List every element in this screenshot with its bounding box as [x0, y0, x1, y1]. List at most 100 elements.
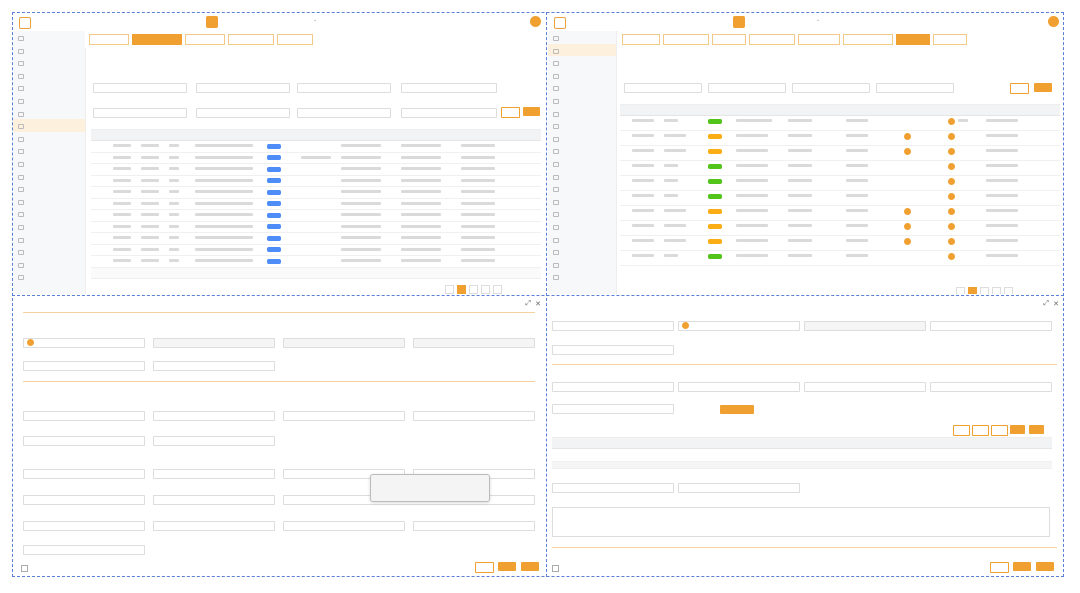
- table-tool-button[interactable]: [953, 425, 970, 436]
- page-button[interactable]: [992, 287, 1001, 294]
- form-date-input[interactable]: [930, 321, 1052, 331]
- close-icon[interactable]: ✕: [1053, 301, 1059, 308]
- sidebar-item[interactable]: [13, 44, 85, 57]
- table-row[interactable]: [620, 191, 1060, 206]
- tab[interactable]: [277, 34, 313, 45]
- form-select[interactable]: [804, 382, 926, 392]
- table-row[interactable]: [91, 210, 541, 222]
- tab[interactable]: [622, 34, 660, 45]
- table-row[interactable]: [620, 236, 1060, 251]
- sidebar-item[interactable]: [13, 31, 85, 44]
- sidebar-item[interactable]: [13, 207, 85, 220]
- sidebar-item[interactable]: [13, 94, 85, 107]
- filter-input[interactable]: [196, 83, 290, 93]
- cancel-button[interactable]: [475, 562, 494, 573]
- table-tool-button[interactable]: [1010, 425, 1025, 434]
- table-row[interactable]: [91, 233, 541, 245]
- select-product-button[interactable]: [720, 405, 754, 414]
- form-date-input[interactable]: [552, 483, 674, 493]
- sidebar-item[interactable]: [548, 207, 616, 220]
- form-input[interactable]: [552, 345, 674, 355]
- page-button-active[interactable]: [968, 287, 977, 294]
- form-input[interactable]: [23, 545, 145, 555]
- table-row[interactable]: [91, 245, 541, 256]
- table-row[interactable]: [91, 256, 541, 268]
- form-input[interactable]: [283, 411, 405, 421]
- table-row[interactable]: [552, 449, 1052, 462]
- tab[interactable]: [798, 34, 840, 45]
- sidebar-item[interactable]: [13, 258, 85, 271]
- submit-button[interactable]: [1036, 562, 1054, 571]
- form-input[interactable]: [283, 521, 405, 531]
- tab-active[interactable]: [132, 34, 182, 45]
- form-input[interactable]: [23, 521, 145, 531]
- sidebar-item[interactable]: [13, 144, 85, 157]
- filter-input[interactable]: [792, 83, 870, 93]
- form-textarea[interactable]: [552, 507, 1050, 537]
- page-button[interactable]: [980, 287, 989, 294]
- sidebar-item[interactable]: [548, 233, 616, 246]
- sidebar-item[interactable]: [548, 144, 616, 157]
- table-tool-button[interactable]: [972, 425, 989, 436]
- sidebar-item-active[interactable]: [13, 119, 85, 132]
- filter-input[interactable]: [624, 83, 702, 93]
- form-select[interactable]: [153, 361, 275, 371]
- sidebar-item-active[interactable]: [548, 43, 616, 57]
- sidebar-item[interactable]: [548, 157, 616, 170]
- table-tool-button[interactable]: [1029, 425, 1044, 434]
- table-tool-button[interactable]: [991, 425, 1008, 436]
- sidebar-item[interactable]: [548, 220, 616, 233]
- form-input[interactable]: [23, 436, 145, 446]
- date-range-input[interactable]: [401, 83, 497, 93]
- sidebar-item[interactable]: [548, 107, 616, 120]
- tab[interactable]: [749, 34, 795, 45]
- filter-input[interactable]: [297, 83, 391, 93]
- tab[interactable]: [185, 34, 225, 45]
- sidebar-item[interactable]: [13, 81, 85, 94]
- table-row[interactable]: [91, 187, 541, 199]
- table-row[interactable]: [620, 161, 1060, 176]
- form-input[interactable]: [413, 411, 535, 421]
- sidebar-item[interactable]: [548, 182, 616, 195]
- table-row[interactable]: [91, 153, 541, 164]
- table-row[interactable]: [91, 164, 541, 176]
- form-input-applicant[interactable]: [23, 338, 145, 348]
- cancel-button[interactable]: [990, 562, 1009, 573]
- sidebar-item[interactable]: [548, 195, 616, 208]
- sidebar-item[interactable]: [548, 31, 616, 44]
- user-avatar[interactable]: [1048, 16, 1059, 27]
- sidebar-item[interactable]: [548, 94, 616, 107]
- page-prev[interactable]: [956, 287, 965, 294]
- maximize-icon[interactable]: ⤢: [1043, 300, 1049, 307]
- sidebar-item[interactable]: [548, 245, 616, 258]
- sidebar-item[interactable]: [548, 119, 616, 132]
- sidebar-item[interactable]: [548, 132, 616, 145]
- filter-input[interactable]: [297, 108, 391, 118]
- tab[interactable]: [89, 34, 129, 45]
- sidebar-item[interactable]: [548, 170, 616, 183]
- table-row[interactable]: [620, 221, 1060, 236]
- page-next[interactable]: [1004, 287, 1013, 294]
- tab[interactable]: [933, 34, 967, 45]
- page-prev[interactable]: [445, 285, 454, 294]
- filter-input[interactable]: [401, 108, 497, 118]
- page-button-active[interactable]: [457, 285, 466, 294]
- form-input[interactable]: [23, 469, 145, 479]
- form-input[interactable]: [678, 382, 800, 392]
- table-row[interactable]: [91, 199, 541, 210]
- tab[interactable]: [228, 34, 274, 45]
- form-input[interactable]: [552, 321, 674, 331]
- sidebar-item[interactable]: [13, 270, 85, 283]
- form-input[interactable]: [23, 361, 145, 371]
- form-select[interactable]: [153, 436, 275, 446]
- sidebar-item[interactable]: [13, 69, 85, 82]
- draft-button[interactable]: [498, 562, 516, 571]
- close-icon[interactable]: ✕: [535, 301, 541, 308]
- form-select[interactable]: [552, 382, 674, 392]
- filter-input[interactable]: [708, 83, 786, 93]
- search-button[interactable]: [1034, 83, 1052, 92]
- sidebar-item[interactable]: [13, 132, 85, 145]
- sidebar-item[interactable]: [13, 195, 85, 208]
- form-input[interactable]: [153, 495, 275, 505]
- filter-input[interactable]: [93, 108, 187, 118]
